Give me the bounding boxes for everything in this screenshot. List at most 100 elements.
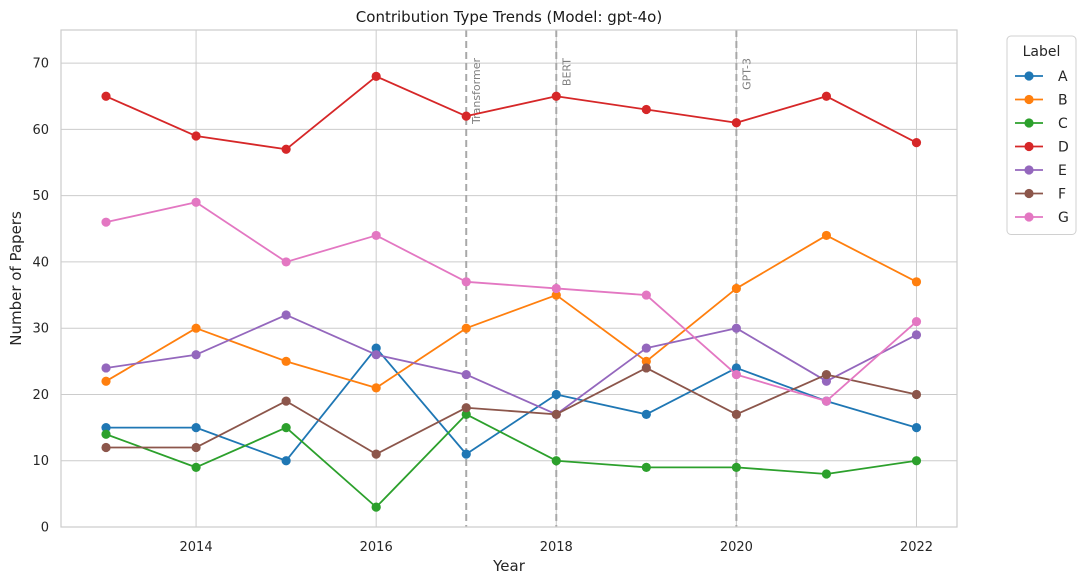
data-point xyxy=(911,423,922,433)
data-point xyxy=(191,350,201,360)
series-lines xyxy=(101,71,922,512)
data-point xyxy=(551,389,561,400)
x-tick-label: 2014 xyxy=(180,540,213,555)
data-point xyxy=(641,290,651,300)
event-label: BERT xyxy=(560,58,573,86)
legend-swatch-marker xyxy=(1024,71,1034,81)
data-point xyxy=(461,369,471,380)
data-point xyxy=(641,409,651,419)
y-tick-label: 30 xyxy=(32,322,49,337)
data-point xyxy=(551,91,561,101)
legend-item-E: E xyxy=(1015,163,1067,179)
data-point xyxy=(551,456,561,466)
data-point xyxy=(731,323,741,333)
legend-item-D: D xyxy=(1015,140,1069,156)
data-point xyxy=(461,449,471,459)
legend-label: E xyxy=(1058,163,1067,179)
y-tick-label: 70 xyxy=(32,57,49,72)
data-point xyxy=(821,91,832,101)
data-point xyxy=(641,104,651,115)
data-point xyxy=(731,462,741,472)
legend-item-F: F xyxy=(1015,187,1066,203)
series-F xyxy=(101,363,922,459)
legend-item-B: B xyxy=(1015,93,1068,109)
data-point xyxy=(371,502,381,512)
y-tick-label: 60 xyxy=(32,123,49,138)
y-tick-label: 10 xyxy=(32,454,49,469)
data-point xyxy=(281,356,291,366)
data-point xyxy=(461,111,471,121)
y-axis-title: Number of Papers xyxy=(7,211,25,346)
data-point xyxy=(281,456,291,466)
legend-label: F xyxy=(1058,187,1066,203)
series-C xyxy=(101,409,922,512)
x-tick-label: 2020 xyxy=(720,540,753,555)
data-point xyxy=(641,363,651,373)
data-point xyxy=(281,423,291,433)
legend-item-A: A xyxy=(1015,69,1068,85)
chart-title: Contribution Type Trends (Model: gpt-4o) xyxy=(356,8,662,26)
y-tick-label: 0 xyxy=(41,521,49,536)
series-line xyxy=(106,347,917,462)
y-tick-label: 40 xyxy=(32,255,49,270)
data-point xyxy=(191,462,201,472)
legend-label: B xyxy=(1058,93,1068,109)
legend-swatch-marker xyxy=(1024,141,1034,152)
data-point xyxy=(461,277,471,287)
data-point xyxy=(371,71,381,81)
data-point xyxy=(821,369,832,380)
x-tick-label: 2016 xyxy=(360,540,393,555)
data-point xyxy=(911,277,922,287)
legend-swatch-marker xyxy=(1024,94,1034,105)
data-point xyxy=(551,409,561,419)
series-G xyxy=(101,197,922,406)
data-point xyxy=(101,217,111,227)
data-point xyxy=(101,442,111,453)
data-point xyxy=(911,316,922,327)
data-point xyxy=(731,118,741,128)
data-point xyxy=(371,449,381,459)
event-label: GPT-3 xyxy=(740,58,753,90)
data-point xyxy=(281,144,291,154)
data-point xyxy=(101,363,111,373)
legend-swatch-marker xyxy=(1024,165,1034,175)
legend-swatch-marker xyxy=(1024,188,1034,199)
data-point xyxy=(731,363,741,373)
data-point xyxy=(641,462,651,472)
data-point xyxy=(191,423,201,433)
y-tick-label: 20 xyxy=(32,388,49,403)
legend-swatch-marker xyxy=(1024,212,1034,222)
axis-ticks: 0 10 20 30 40 50 60 70 2014 2016 2018 2020 2022 xyxy=(32,57,933,555)
data-point xyxy=(191,197,201,207)
legend-label: G xyxy=(1058,210,1069,226)
data-point xyxy=(101,91,111,101)
legend-label: A xyxy=(1058,69,1068,85)
series-line xyxy=(105,201,918,402)
legend-item-C: C xyxy=(1015,116,1068,132)
series-line xyxy=(105,234,917,389)
data-point xyxy=(461,323,471,333)
data-point xyxy=(731,369,741,380)
data-point xyxy=(191,442,201,453)
data-point xyxy=(911,456,922,466)
series-line xyxy=(105,413,917,509)
series-A xyxy=(101,343,922,466)
data-point xyxy=(641,356,651,366)
data-point xyxy=(371,383,381,393)
data-point xyxy=(371,230,381,241)
data-point xyxy=(731,409,741,419)
data-point xyxy=(821,469,832,479)
data-point xyxy=(101,423,111,433)
plot-frame xyxy=(60,29,958,528)
data-point xyxy=(551,290,561,300)
data-point xyxy=(281,396,291,406)
legend-swatch-marker xyxy=(1024,118,1034,128)
series-line xyxy=(105,75,917,151)
data-point xyxy=(461,403,471,413)
data-point xyxy=(641,343,651,353)
data-point xyxy=(371,343,381,353)
data-point xyxy=(911,389,922,400)
